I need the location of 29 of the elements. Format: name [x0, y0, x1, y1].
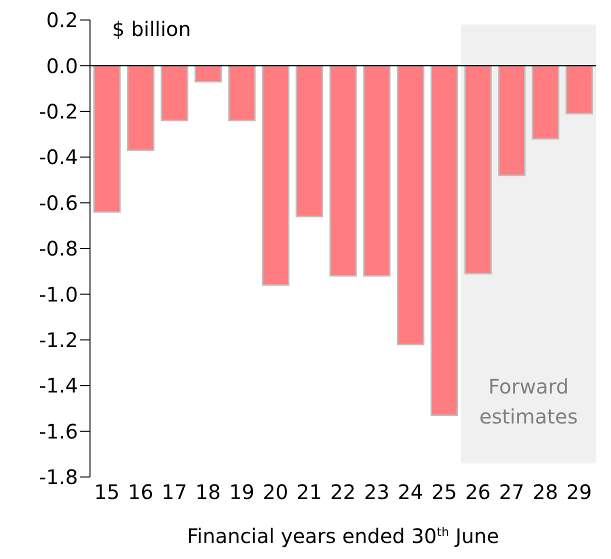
y-tick-label: -1.4: [38, 374, 78, 398]
y-tick-label: -1.8: [38, 465, 78, 490]
x-tick-label: 18: [195, 480, 221, 504]
x-tick-label: 21: [296, 480, 322, 504]
x-tick-label: 16: [128, 480, 154, 504]
x-tick-label: 20: [262, 480, 288, 504]
y-tick-label: -0.6: [38, 190, 78, 215]
x-tick-label: 25: [431, 480, 457, 504]
y-tick-label: -1.0: [38, 282, 78, 306]
y-tick-label: -0.2: [38, 100, 78, 124]
y-tick-label: -0.8: [38, 236, 78, 261]
x-tick-label: 22: [330, 480, 356, 504]
band-label: Forward estimates: [479, 374, 578, 428]
x-tick-label: 17: [162, 480, 188, 504]
x-tick-label: 26: [465, 480, 491, 504]
x-tick-label: 23: [364, 480, 390, 504]
y-tick-label: -1.6: [38, 419, 78, 444]
y-tick-label: 0.2: [46, 8, 78, 32]
x-tick-label: 29: [566, 480, 592, 504]
x-tick-label: 28: [532, 480, 558, 504]
y-axis-title: $ billion: [112, 17, 191, 41]
x-tick-label: 24: [398, 480, 424, 504]
x-tick-label: 15: [94, 480, 120, 504]
y-tick-label: -1.2: [38, 328, 78, 352]
x-axis-title: Financial years ended 30$^{th}$ June: [186, 524, 500, 548]
y-tick-label: -0.4: [38, 145, 78, 170]
x-tick-label: 19: [229, 480, 255, 504]
y-tick-label: 0.0: [46, 54, 78, 78]
x-tick-label: 27: [498, 480, 524, 504]
